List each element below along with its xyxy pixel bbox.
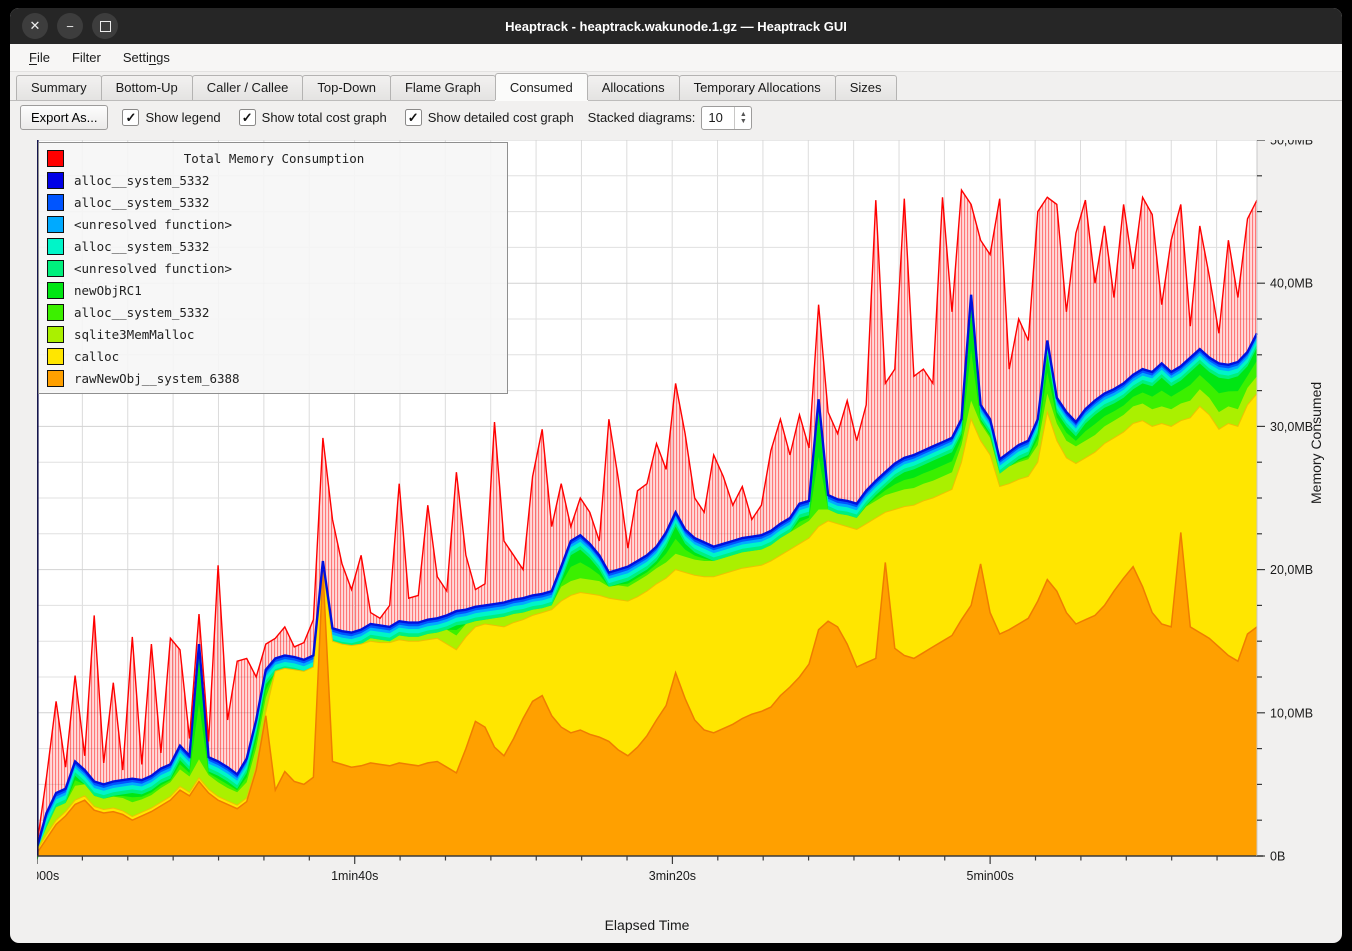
legend-item[interactable]: rawNewObj__system_6388 [39, 367, 507, 389]
legend-swatch [47, 281, 64, 299]
checkbox-label: Show legend [145, 110, 221, 125]
menu-item[interactable]: Settings [122, 50, 170, 65]
close-icon: ✕ [29, 18, 41, 33]
legend-swatch [47, 193, 64, 211]
checkbox-label: Show detailed cost graph [427, 110, 574, 125]
checkbox[interactable]: ✓ Show total cost graph [238, 109, 387, 126]
svg-text:00.000s: 00.000s [37, 869, 59, 883]
legend-label: <unresolved function> [74, 216, 233, 232]
tab[interactable]: Summary [16, 75, 102, 100]
tab-bar: Summary Bottom-Up Caller / Callee Top-Down F… [10, 72, 1342, 101]
legend-swatch-total [47, 149, 64, 167]
legend-item[interactable]: <unresolved function> [39, 213, 507, 235]
legend-swatch [47, 303, 64, 321]
tab[interactable]: Temporary Allocations [678, 75, 836, 100]
svg-text:20,0MB: 20,0MB [1270, 563, 1313, 577]
spinner-up-icon[interactable]: ▲ [739, 110, 747, 118]
stacked-diagrams-value: 10 [708, 110, 723, 125]
toolbar: Export As... ✓ Show legend ✓ Show total … [10, 101, 1342, 134]
chart-area: 00.000s 1min40s 3min20s 5min00s 0B 10,0MB 20,0… [15, 134, 1337, 934]
app-window: ✕ − Heaptrack - heaptrack.wakunode.1.gz … [10, 8, 1342, 943]
legend-items: alloc__system_5332 alloc__system_5332 <u… [39, 169, 507, 389]
svg-text:1min40s: 1min40s [331, 869, 378, 883]
legend-title: Total Memory Consumption [183, 150, 365, 166]
checkbox[interactable]: ✓ Show legend [122, 109, 221, 126]
maximize-icon [99, 20, 111, 32]
svg-text:0B: 0B [1270, 850, 1285, 864]
close-button[interactable]: ✕ [22, 13, 48, 39]
legend-label: alloc__system_5332 [74, 172, 210, 188]
legend-swatch [47, 325, 64, 343]
menu-item[interactable]: Filter [71, 50, 101, 65]
checkbox-group: ✓ Show legend ✓ Show total cost graph ✓ … [122, 109, 574, 126]
title-bar: ✕ − Heaptrack - heaptrack.wakunode.1.gz … [10, 8, 1342, 44]
legend-label: newObjRC1 [74, 282, 142, 298]
x-axis-title: Elapsed Time [604, 917, 690, 933]
menu-item[interactable]: File [29, 50, 50, 65]
chart-legend[interactable]: Total Memory Consumption alloc__system_5… [38, 142, 508, 394]
legend-item[interactable]: alloc__system_5332 [39, 301, 507, 323]
svg-text:5min00s: 5min00s [967, 869, 1014, 883]
checkbox-box: ✓ [122, 109, 140, 126]
minimize-button[interactable]: − [57, 13, 83, 39]
legend-title-row: Total Memory Consumption [39, 147, 507, 169]
svg-text:10,0MB: 10,0MB [1270, 706, 1313, 720]
tab[interactable]: Flame Graph [389, 75, 496, 100]
legend-item[interactable]: sqlite3MemMalloc [39, 323, 507, 345]
legend-label: alloc__system_5332 [74, 194, 210, 210]
tab[interactable]: Bottom-Up [100, 75, 193, 100]
legend-label: alloc__system_5332 [74, 304, 210, 320]
checkbox-box: ✓ [404, 109, 422, 126]
checkbox-label: Show total cost graph [261, 110, 387, 125]
spinner-down-icon[interactable]: ▼ [739, 117, 747, 125]
y-axis-title: Memory Consumed [1308, 381, 1324, 504]
svg-text:30,0MB: 30,0MB [1270, 420, 1313, 434]
legend-swatch [47, 237, 64, 255]
svg-text:3min20s: 3min20s [649, 869, 696, 883]
legend-label: alloc__system_5332 [74, 238, 210, 254]
stacked-diagrams-spinbox[interactable]: 10 ▲ ▼ [701, 105, 753, 130]
legend-item[interactable]: newObjRC1 [39, 279, 507, 301]
chart-svg[interactable]: 00.000s 1min40s 3min20s 5min00s 0B 10,0MB 20,0… [15, 134, 1342, 910]
legend-item[interactable]: alloc__system_5332 [39, 235, 507, 257]
legend-item[interactable]: <unresolved function> [39, 257, 507, 279]
export-as-button[interactable]: Export As... [20, 105, 109, 130]
checkbox[interactable]: ✓ Show detailed cost graph [404, 109, 574, 126]
menu-bar: File Filter Settings [10, 44, 1342, 72]
svg-text:40,0MB: 40,0MB [1270, 277, 1313, 291]
tab[interactable]: Consumed [494, 73, 588, 100]
tab[interactable]: Top-Down [302, 75, 391, 100]
minimize-icon: − [66, 18, 74, 34]
legend-label: sqlite3MemMalloc [74, 326, 195, 342]
legend-label: rawNewObj__system_6388 [74, 370, 240, 386]
legend-item[interactable]: alloc__system_5332 [39, 191, 507, 213]
legend-item[interactable]: calloc [39, 345, 507, 367]
spinner-arrows[interactable]: ▲ ▼ [734, 106, 751, 129]
tab[interactable]: Sizes [834, 75, 897, 100]
legend-swatch [47, 171, 64, 189]
legend-item[interactable]: alloc__system_5332 [39, 169, 507, 191]
legend-swatch [47, 369, 64, 387]
maximize-button[interactable] [92, 13, 118, 39]
legend-swatch [47, 347, 64, 365]
checkbox-box: ✓ [238, 109, 256, 126]
legend-swatch [47, 259, 64, 277]
legend-swatch [47, 215, 64, 233]
legend-label: calloc [74, 348, 120, 364]
svg-text:50,0MB: 50,0MB [1270, 140, 1313, 148]
legend-label: <unresolved function> [74, 260, 233, 276]
window-title: Heaptrack - heaptrack.wakunode.1.gz — He… [505, 18, 847, 34]
tab[interactable]: Caller / Callee [191, 75, 304, 100]
memory-chart[interactable]: 00.000s 1min40s 3min20s 5min00s 0B 10,0MB 20,0… [15, 134, 1337, 915]
stacked-diagrams-label: Stacked diagrams: [587, 110, 696, 125]
tab[interactable]: Allocations [586, 75, 680, 100]
